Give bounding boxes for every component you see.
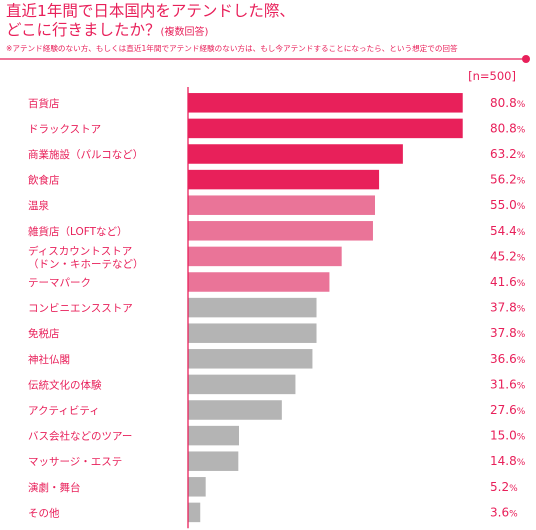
category-label: マッサージ・エステ <box>28 456 122 468</box>
percent-sign: % <box>517 407 526 417</box>
bar <box>188 272 330 292</box>
category-label: バス会社などのツアー <box>28 430 132 443</box>
category-label: 飲食店 <box>28 174 60 187</box>
percent-sign: % <box>517 356 526 366</box>
category-label: アクティビティ <box>28 405 100 417</box>
category-label: コンビニエンスストア <box>28 303 133 315</box>
value-label: 45.2% <box>490 249 526 263</box>
value-label: 55.0% <box>490 198 526 212</box>
percent-sign: % <box>509 484 518 494</box>
bar <box>188 118 463 139</box>
percent-sign: % <box>517 330 526 340</box>
category-label: 雑貨店（LOFTなど） <box>28 225 128 238</box>
bar <box>188 477 206 497</box>
bar <box>188 349 313 369</box>
percent-sign: % <box>517 125 526 135</box>
category-label-line: ディスカウントストア <box>28 244 132 257</box>
percent-sign: % <box>517 253 526 263</box>
percent-sign: % <box>517 151 526 161</box>
value-label: 56.2% <box>490 173 526 187</box>
category-label: その他 <box>28 506 60 519</box>
chart-title: 直近1年間で日本国内をアテンドした際、 どこに行きましたか？(複数回答) ※アテ… <box>6 2 526 54</box>
bar <box>188 169 380 190</box>
title-question: どこに行きましたか？ <box>6 21 161 39</box>
category-label: ディスカウントストア（ドン・キホーテなど） <box>28 244 144 270</box>
value-label: 54.4% <box>490 224 526 238</box>
multiple-answer-note: (複数回答) <box>160 27 209 38</box>
value-label: 63.2% <box>490 147 526 161</box>
percent-sign: % <box>517 202 526 212</box>
bar <box>188 246 342 267</box>
bar <box>188 400 282 420</box>
category-label: 免税店 <box>28 327 60 340</box>
category-label: 商業施設（パルコなど） <box>28 148 143 161</box>
percent-sign: % <box>517 228 526 238</box>
bar <box>188 221 373 241</box>
title-line-1: 直近1年間で日本国内をアテンドした際、 <box>6 2 295 20</box>
value-label: 36.6% <box>490 352 526 366</box>
value-label: 80.8% <box>490 96 526 110</box>
category-label: 百貨店 <box>28 97 60 110</box>
bar <box>188 425 239 446</box>
title-line-2: どこに行きましたか？(複数回答) <box>6 21 526 42</box>
category-label: 温泉 <box>28 199 49 212</box>
value-label: 37.8% <box>490 301 526 315</box>
category-label: 神社仏閣 <box>28 353 70 366</box>
value-label: 5.2% <box>490 480 518 494</box>
percent-sign: % <box>517 279 526 289</box>
bar <box>188 323 317 343</box>
bar <box>188 502 201 523</box>
value-label: 31.6% <box>490 377 526 391</box>
percent-sign: % <box>517 433 526 443</box>
category-label: 伝統文化の体験 <box>28 378 102 391</box>
percent-sign: % <box>509 509 518 519</box>
bar <box>188 93 463 113</box>
value-label: 80.8% <box>490 121 526 135</box>
value-label: 27.6% <box>490 403 526 417</box>
bar <box>188 297 317 318</box>
category-label: ドラックストア <box>28 123 101 135</box>
sample-size-label: [n=500] <box>468 69 516 83</box>
percent-sign: % <box>517 177 526 187</box>
percent-sign: % <box>517 100 526 110</box>
value-label: 37.8% <box>490 326 526 340</box>
category-label: テーマパーク <box>28 277 91 289</box>
value-label: 15.0% <box>490 429 526 443</box>
percent-sign: % <box>517 458 526 468</box>
category-label: 演劇・舞台 <box>28 481 81 494</box>
value-label: 41.6% <box>490 275 526 289</box>
bar <box>188 195 375 215</box>
survey-footnote: ※アテンド経験のない方、もしくは直近1年間でアテンド経験のない方は、もし今アテン… <box>6 44 458 53</box>
divider-dot <box>522 55 530 63</box>
percent-sign: % <box>517 381 526 391</box>
title-divider <box>0 55 530 63</box>
value-label: 3.6% <box>490 505 518 519</box>
category-label-line: （ドン・キホーテなど） <box>28 258 144 270</box>
bar <box>188 144 403 164</box>
bar <box>188 451 239 471</box>
percent-sign: % <box>517 305 526 315</box>
value-label: 14.8% <box>490 454 526 468</box>
bar <box>188 374 296 395</box>
